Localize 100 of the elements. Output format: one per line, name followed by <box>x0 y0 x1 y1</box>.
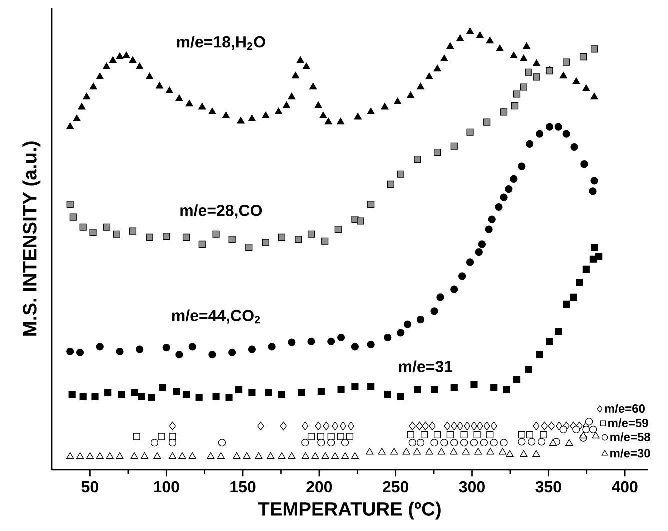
point <box>198 240 206 248</box>
point <box>310 82 318 90</box>
point <box>480 439 488 447</box>
point <box>168 452 177 460</box>
point <box>182 391 190 398</box>
point <box>416 422 424 431</box>
point <box>352 383 359 390</box>
point <box>506 450 514 457</box>
point <box>122 52 130 58</box>
point <box>546 123 554 131</box>
point <box>513 90 521 98</box>
point <box>484 118 491 126</box>
point <box>572 426 580 434</box>
point <box>80 393 87 400</box>
point <box>462 448 470 455</box>
point <box>76 452 84 460</box>
series-label: m/e=28,CO <box>180 204 262 219</box>
point <box>218 439 226 447</box>
point <box>208 108 216 115</box>
point <box>533 422 540 431</box>
point <box>456 34 464 42</box>
point <box>525 366 532 374</box>
point <box>302 62 310 70</box>
point <box>476 422 484 431</box>
point <box>397 393 404 400</box>
point <box>450 286 458 294</box>
point <box>217 452 225 460</box>
point <box>228 348 236 356</box>
point <box>470 381 478 388</box>
point <box>582 426 590 434</box>
point <box>317 433 324 440</box>
point <box>538 438 546 446</box>
point <box>308 230 316 238</box>
point <box>168 439 177 447</box>
point <box>136 346 144 354</box>
point <box>495 203 503 212</box>
point <box>368 383 375 390</box>
point <box>255 452 263 460</box>
point <box>533 74 540 81</box>
point <box>526 431 534 438</box>
point <box>116 52 124 60</box>
point <box>169 433 176 440</box>
point <box>580 160 588 168</box>
point <box>390 448 398 455</box>
point <box>446 431 454 438</box>
point <box>278 391 286 398</box>
point <box>68 391 76 398</box>
point <box>590 46 598 53</box>
point <box>532 60 541 66</box>
point <box>298 389 306 396</box>
point <box>162 344 170 352</box>
point <box>236 386 243 394</box>
point <box>154 452 162 460</box>
point <box>576 279 584 286</box>
point <box>140 452 149 460</box>
point <box>394 98 402 104</box>
point <box>416 316 425 324</box>
point <box>510 52 518 58</box>
point <box>422 422 429 431</box>
point <box>367 340 375 349</box>
point <box>580 54 588 61</box>
point <box>228 236 236 244</box>
point <box>596 253 603 260</box>
point <box>280 422 288 431</box>
point <box>196 394 203 402</box>
point <box>532 450 540 457</box>
point <box>318 439 326 447</box>
point <box>490 384 498 392</box>
point <box>328 338 336 346</box>
x-axis-title: TEMPERATURE (ºC) <box>258 502 441 520</box>
point <box>429 422 436 431</box>
point <box>334 226 342 234</box>
point <box>407 92 415 98</box>
point <box>226 394 233 402</box>
point <box>66 452 74 460</box>
point <box>414 156 422 164</box>
point <box>416 82 425 90</box>
point <box>246 244 253 252</box>
point <box>366 448 374 455</box>
point <box>526 140 534 148</box>
point <box>130 452 138 460</box>
point <box>208 351 216 359</box>
point <box>430 439 438 447</box>
point <box>451 422 458 431</box>
point <box>589 188 597 196</box>
point <box>222 112 230 118</box>
point <box>421 431 428 438</box>
point <box>500 108 508 116</box>
point <box>351 343 359 351</box>
point <box>430 308 438 316</box>
legend-label: m/e=58 <box>610 432 650 442</box>
point <box>76 348 84 356</box>
legend-label: m/e=59 <box>608 418 648 428</box>
point <box>510 175 518 184</box>
point <box>146 234 154 241</box>
point <box>525 68 532 76</box>
point <box>302 439 310 447</box>
point <box>416 439 425 447</box>
point <box>265 389 272 396</box>
point <box>457 422 464 431</box>
